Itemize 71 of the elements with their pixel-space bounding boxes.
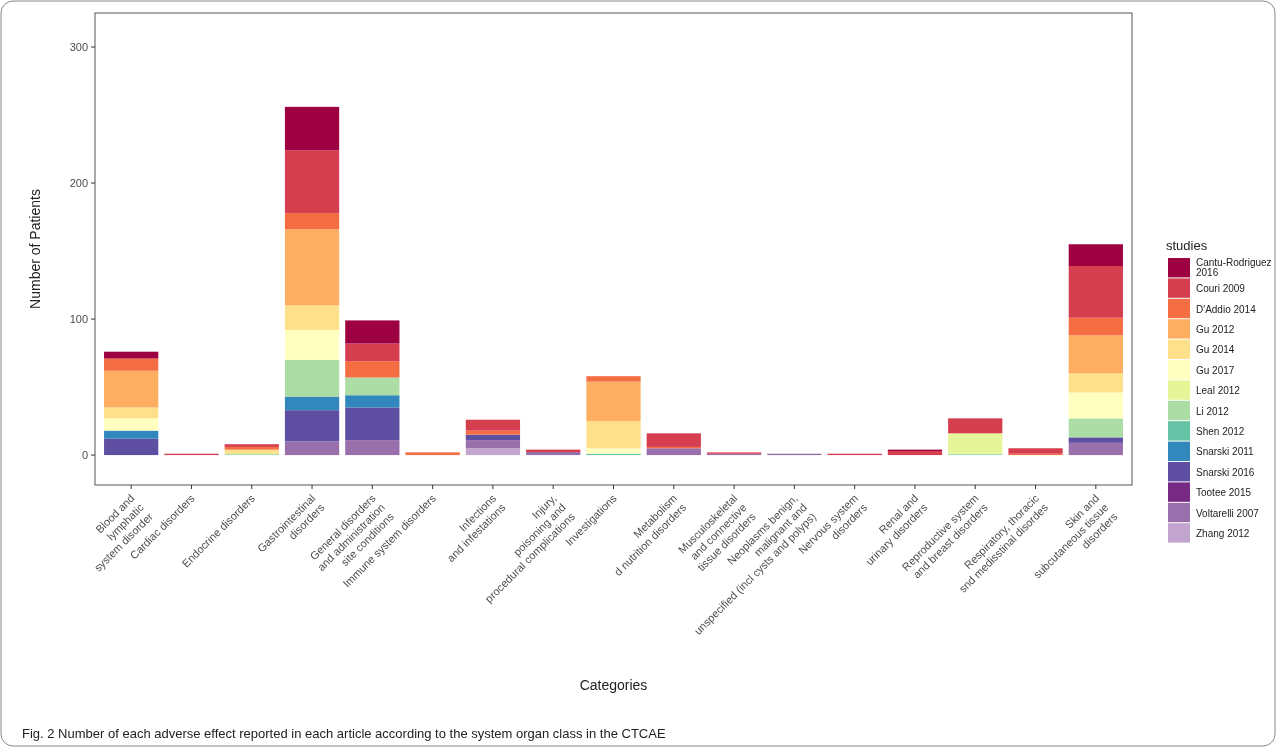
bar [586, 381, 641, 422]
bar [646, 433, 701, 447]
caption: Fig. 2 Number of each adverse effect reported in each article according to the system organ class in the CTCAE [22, 726, 666, 741]
legend-label: Voltarelli 2007 [1196, 507, 1260, 519]
legend-label: D'Addio 2014 [1196, 303, 1257, 315]
bar [284, 396, 340, 411]
bar [284, 441, 340, 456]
legend-label: Snarski 2016 [1196, 466, 1255, 478]
bar [345, 343, 400, 362]
y-tick-label: 200 [69, 176, 88, 189]
bar [1068, 335, 1123, 374]
legend-label: Shen 2012 [1196, 425, 1245, 437]
legend-label: Gu 2014 [1196, 344, 1235, 356]
bar [1068, 373, 1123, 393]
bar [1008, 448, 1063, 454]
bar [948, 418, 1003, 434]
legend-title: studies [1166, 238, 1208, 253]
bar [646, 448, 701, 456]
bar [405, 452, 460, 456]
y-tick-label: 100 [69, 312, 88, 325]
bar [1068, 317, 1123, 336]
legend-label: Li 2012 [1196, 405, 1230, 417]
bar [345, 377, 400, 396]
bar [284, 229, 340, 306]
bar [1068, 244, 1123, 266]
bar [948, 433, 1003, 454]
y-tick-label: 300 [69, 40, 88, 53]
bar [586, 376, 641, 382]
bar [465, 440, 521, 449]
legend-label: Tootee 2015 [1196, 487, 1252, 499]
bar [465, 419, 521, 431]
bar [1068, 392, 1123, 419]
legend-label: Gu 2012 [1196, 323, 1235, 335]
bar [284, 106, 340, 151]
bar [586, 421, 641, 449]
bar [465, 434, 521, 441]
y-axis-title: Number of Patients [27, 189, 43, 309]
x-axis-title: Categories [579, 677, 648, 693]
legend-label: Snarski 2011 [1196, 446, 1255, 458]
bar [345, 395, 400, 408]
bar [345, 440, 400, 456]
bar [104, 370, 159, 408]
bar [104, 430, 159, 439]
bar [345, 361, 400, 378]
bar [224, 449, 279, 454]
bar [345, 320, 400, 344]
bar [284, 410, 340, 442]
bar [284, 212, 340, 230]
bar [887, 450, 943, 456]
bar [586, 448, 641, 454]
bar [1068, 437, 1123, 443]
legend-label: Cantu-Rodriguez 2016 [1196, 257, 1272, 278]
bar [104, 418, 159, 431]
bar [1068, 442, 1123, 456]
bar [104, 438, 159, 456]
bar [465, 430, 521, 435]
bar [1068, 266, 1123, 318]
legend-label: Leal 2012 [1196, 385, 1241, 397]
bar [284, 150, 340, 213]
bar [345, 407, 400, 441]
legend-label: Zhang 2012 [1196, 527, 1250, 539]
legend-label: Couri 2009 [1196, 283, 1246, 295]
y-tick-label: 0 [81, 448, 88, 461]
bar [104, 407, 159, 419]
bar [284, 305, 340, 330]
bar [1068, 418, 1123, 438]
bar [284, 359, 340, 397]
bar [465, 448, 521, 456]
bar [104, 358, 159, 371]
bar [284, 329, 340, 360]
legend-label: Gu 2017 [1196, 364, 1235, 376]
